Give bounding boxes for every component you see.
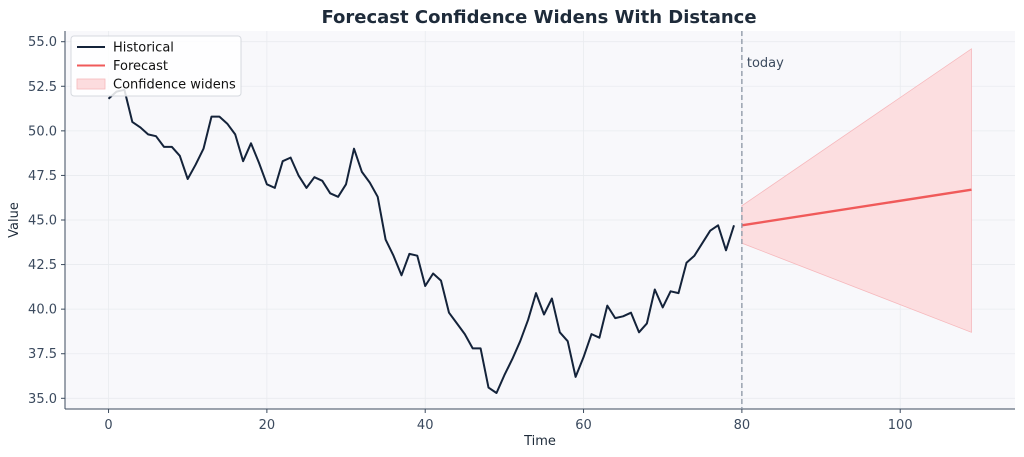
- legend-label: Historical: [113, 41, 174, 56]
- series-line-forecast: [741, 188, 972, 227]
- legend-label: Confidence widens: [113, 78, 236, 93]
- x-tick-label: 0: [104, 418, 112, 433]
- confidence-band-layer: [741, 48, 972, 333]
- x-tick-label: 100: [888, 418, 913, 433]
- ticks: 0 20 40 60 80 100 35.0 37.5 40.0 42.5 45.0 47.5 50.0…: [28, 35, 913, 433]
- y-axis-label: Value: [7, 202, 22, 238]
- chart-title: Forecast Confidence Widens With Distance: [321, 7, 756, 28]
- y-tick-label: 45.0: [28, 214, 57, 229]
- x-tick-label: 40: [417, 418, 434, 433]
- legend-box: [70, 35, 242, 97]
- x-tick-label: 20: [259, 418, 276, 433]
- y-tick-label: 35.0: [28, 392, 57, 407]
- series-line-historical: [107, 88, 735, 394]
- legend-label: Forecast: [113, 59, 168, 74]
- grid: [65, 31, 1015, 409]
- y-tick-label: 52.5: [28, 80, 57, 95]
- y-tick-label: 37.5: [28, 347, 57, 362]
- x-tick-label: 60: [575, 418, 592, 433]
- confidence-band: [741, 48, 972, 333]
- y-tick-label: 50.0: [28, 124, 57, 139]
- y-tick-label: 55.0: [28, 35, 57, 50]
- legend: Historical Forecast Confidence widens: [70, 35, 242, 97]
- x-tick-label: 80: [734, 418, 751, 433]
- x-axis-label: Time: [523, 434, 556, 449]
- annotations: today: [741, 31, 784, 409]
- y-tick-label: 47.5: [28, 169, 57, 184]
- series-layer: [107, 88, 972, 394]
- annotation-label: today: [747, 56, 784, 71]
- y-tick-label: 42.5: [28, 258, 57, 273]
- legend-swatch: [76, 78, 106, 90]
- y-tick-label: 40.0: [28, 303, 57, 318]
